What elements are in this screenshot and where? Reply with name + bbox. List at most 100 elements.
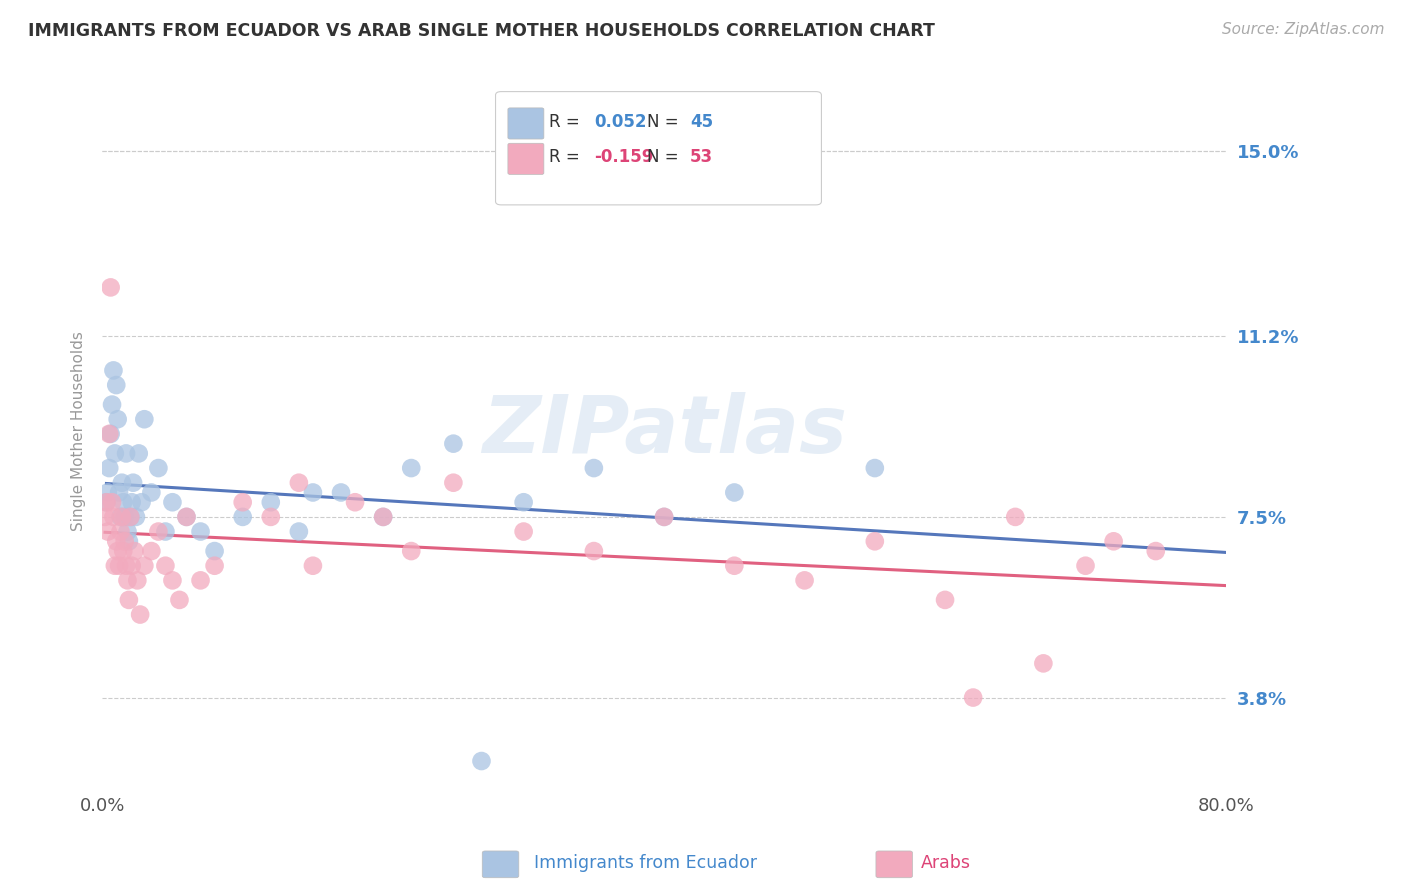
Point bbox=[111, 509, 134, 524]
Point bbox=[141, 544, 163, 558]
Point bbox=[512, 524, 534, 539]
Text: Source: ZipAtlas.com: Source: ZipAtlas.com bbox=[1222, 22, 1385, 37]
Point bbox=[117, 574, 139, 588]
Point bbox=[103, 363, 125, 377]
Point bbox=[110, 509, 132, 524]
Point bbox=[118, 593, 141, 607]
Point bbox=[399, 544, 422, 558]
Point bbox=[131, 495, 153, 509]
Point bbox=[155, 558, 177, 573]
Point bbox=[260, 509, 283, 524]
Y-axis label: Single Mother Households: Single Mother Households bbox=[72, 332, 86, 532]
Point bbox=[162, 574, 184, 588]
Point bbox=[96, 495, 118, 509]
Point bbox=[100, 426, 122, 441]
Point bbox=[110, 524, 132, 539]
Point bbox=[94, 509, 117, 524]
Point bbox=[512, 495, 534, 509]
Point bbox=[134, 412, 156, 426]
Point bbox=[103, 509, 125, 524]
Point bbox=[148, 524, 170, 539]
Point bbox=[204, 558, 226, 573]
FancyBboxPatch shape bbox=[495, 92, 821, 205]
Point bbox=[232, 509, 254, 524]
Point bbox=[793, 574, 815, 588]
Point bbox=[122, 475, 145, 490]
Point bbox=[260, 495, 283, 509]
Point bbox=[1032, 657, 1054, 671]
Point bbox=[105, 378, 128, 392]
Point bbox=[134, 558, 156, 573]
Point bbox=[723, 485, 745, 500]
Point bbox=[107, 544, 129, 558]
Text: Immigrants from Ecuador: Immigrants from Ecuador bbox=[534, 855, 758, 872]
Point bbox=[470, 754, 492, 768]
Point bbox=[582, 461, 605, 475]
Point bbox=[98, 426, 121, 441]
Point bbox=[108, 558, 131, 573]
Point bbox=[112, 495, 135, 509]
FancyBboxPatch shape bbox=[508, 144, 544, 175]
Point bbox=[128, 446, 150, 460]
Point bbox=[302, 558, 325, 573]
Point bbox=[190, 524, 212, 539]
Point bbox=[111, 475, 134, 490]
Point bbox=[114, 509, 136, 524]
Point bbox=[288, 475, 311, 490]
Point bbox=[129, 607, 152, 622]
Point bbox=[121, 495, 143, 509]
Point bbox=[302, 485, 325, 500]
Point bbox=[962, 690, 984, 705]
Point bbox=[399, 461, 422, 475]
Point bbox=[125, 509, 148, 524]
Point bbox=[118, 534, 141, 549]
Point bbox=[115, 446, 138, 460]
Text: IMMIGRANTS FROM ECUADOR VS ARAB SINGLE MOTHER HOUSEHOLDS CORRELATION CHART: IMMIGRANTS FROM ECUADOR VS ARAB SINGLE M… bbox=[28, 22, 935, 40]
Point bbox=[176, 509, 198, 524]
Point bbox=[723, 558, 745, 573]
Point bbox=[441, 475, 464, 490]
Point bbox=[441, 436, 464, 450]
Point bbox=[190, 574, 212, 588]
Point bbox=[127, 574, 149, 588]
Text: 53: 53 bbox=[690, 148, 713, 167]
FancyBboxPatch shape bbox=[508, 108, 544, 139]
Point bbox=[863, 461, 886, 475]
Point bbox=[652, 509, 675, 524]
Point bbox=[104, 558, 127, 573]
Point bbox=[330, 485, 353, 500]
Point bbox=[105, 534, 128, 549]
Point bbox=[117, 524, 139, 539]
Point bbox=[115, 558, 138, 573]
Point bbox=[288, 524, 311, 539]
Point bbox=[169, 593, 191, 607]
Point bbox=[97, 485, 120, 500]
Point bbox=[107, 412, 129, 426]
Point bbox=[232, 495, 254, 509]
Point bbox=[148, 461, 170, 475]
Point bbox=[101, 398, 124, 412]
Point bbox=[100, 280, 122, 294]
Point bbox=[162, 495, 184, 509]
Point bbox=[1004, 509, 1026, 524]
Point bbox=[121, 558, 143, 573]
Point bbox=[114, 534, 136, 549]
Text: 0.052: 0.052 bbox=[595, 113, 647, 131]
Point bbox=[98, 461, 121, 475]
Text: N =: N = bbox=[647, 113, 685, 131]
Point bbox=[104, 446, 127, 460]
Point bbox=[120, 509, 142, 524]
Point bbox=[1102, 534, 1125, 549]
Text: R =: R = bbox=[550, 148, 585, 167]
Point bbox=[1144, 544, 1167, 558]
Text: 45: 45 bbox=[690, 113, 713, 131]
Text: R =: R = bbox=[550, 113, 585, 131]
Point bbox=[934, 593, 956, 607]
Text: ZIPatlas: ZIPatlas bbox=[482, 392, 846, 470]
Point bbox=[101, 495, 124, 509]
Point bbox=[204, 544, 226, 558]
Point bbox=[176, 509, 198, 524]
Point bbox=[582, 544, 605, 558]
Point bbox=[863, 534, 886, 549]
Point bbox=[97, 524, 120, 539]
